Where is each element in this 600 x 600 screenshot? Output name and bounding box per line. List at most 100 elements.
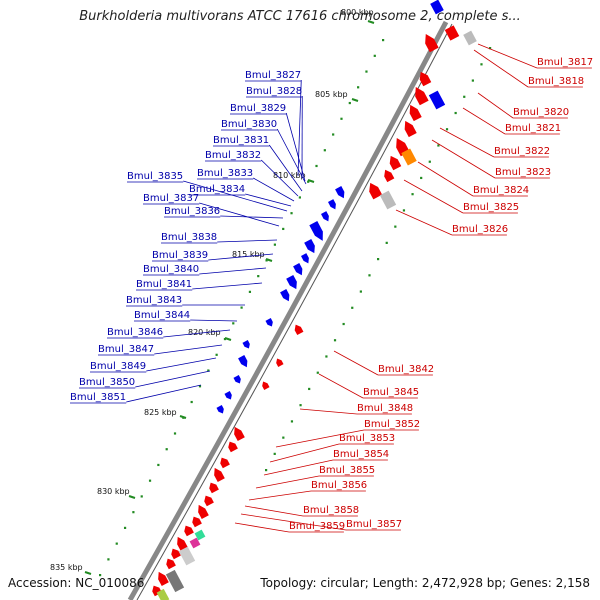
reverse-gene-10-shape[interactable] xyxy=(293,323,304,336)
reverse-gene-lower-8-shape[interactable] xyxy=(190,515,202,528)
gene-label-right[interactable]: Bmul_3845 xyxy=(363,387,419,398)
reverse-gene-5-shape[interactable] xyxy=(401,119,417,138)
gene-label-left[interactable]: Bmul_3836 xyxy=(164,206,220,217)
reverse-gene-4-shape[interactable] xyxy=(406,103,422,122)
reverse-gene-lower-4-shape[interactable] xyxy=(211,466,225,483)
reverse-gene-lower-10-shape[interactable] xyxy=(174,535,188,552)
gene-label-left[interactable]: Bmul_3851 xyxy=(70,392,126,403)
orange-box-gene[interactable] xyxy=(401,148,417,166)
gene-labels[interactable]: Bmul_3827 Bmul_3828 Bmul_3829 Bmul_3830 Bmul… xyxy=(70,57,593,532)
forward-gene-1[interactable] xyxy=(335,186,347,200)
gene-label-left[interactable]: Bmul_3846 xyxy=(107,327,163,338)
reverse-gene-1[interactable] xyxy=(421,32,439,53)
gene-label-right[interactable]: Bmul_3857 xyxy=(346,519,402,530)
reverse-gene-lower-2-shape[interactable] xyxy=(226,440,238,453)
forward-gene-2[interactable] xyxy=(328,199,338,211)
reverse-gene-12-shape[interactable] xyxy=(260,380,270,390)
forward-gene-4-shape[interactable] xyxy=(309,221,326,243)
reverse-gene-9-shape[interactable] xyxy=(366,181,383,200)
reverse-gene-lower-8[interactable] xyxy=(190,515,202,528)
forward-gene-3-shape[interactable] xyxy=(321,211,331,223)
reverse-gene-8-shape[interactable] xyxy=(382,168,395,183)
gene-label-right[interactable]: Bmul_3854 xyxy=(333,449,389,460)
reverse-gene-lower-6[interactable] xyxy=(202,494,214,507)
reverse-gene-lower-12[interactable] xyxy=(164,557,176,570)
reverse-gene-11[interactable] xyxy=(274,357,284,367)
forward-gene-11[interactable] xyxy=(242,340,251,350)
gene-label-right[interactable]: Bmul_3820 xyxy=(513,107,569,118)
reverse-gene-lower-7[interactable] xyxy=(195,503,209,520)
gene-label-left[interactable]: Bmul_3830 xyxy=(221,119,277,130)
gene-label-left[interactable]: Bmul_3833 xyxy=(197,168,253,179)
reverse-gene-8[interactable] xyxy=(382,168,395,183)
teal-box-gene-shape[interactable] xyxy=(194,529,206,541)
blue-box-gene-top[interactable] xyxy=(430,0,444,15)
reverse-gene-lower-9[interactable] xyxy=(182,524,194,537)
reverse-gene-12[interactable] xyxy=(260,380,270,390)
gene-label-left[interactable]: Bmul_3838 xyxy=(161,232,217,243)
gene-label-left[interactable]: Bmul_3843 xyxy=(126,295,182,306)
teal-box-gene[interactable] xyxy=(194,529,206,541)
grey-box-gene-2[interactable] xyxy=(379,190,397,210)
reverse-gene-lower-5-shape[interactable] xyxy=(207,481,219,494)
light-grey-box-gene-shape[interactable] xyxy=(178,546,196,566)
forward-gene-7-shape[interactable] xyxy=(293,263,305,277)
gene-label-right[interactable]: Bmul_3824 xyxy=(473,185,529,196)
forward-gene-2-shape[interactable] xyxy=(328,199,338,211)
forward-gene-1-shape[interactable] xyxy=(335,186,347,200)
reverse-gene-lower-13[interactable] xyxy=(155,570,169,587)
gene-label-left[interactable]: Bmul_3847 xyxy=(98,344,154,355)
forward-gene-5-shape[interactable] xyxy=(304,238,318,255)
reverse-gene-lower-6-shape[interactable] xyxy=(202,494,214,507)
gene-label-right[interactable]: Bmul_3858 xyxy=(303,505,359,516)
reverse-gene-lower-3[interactable] xyxy=(218,456,230,469)
gene-label-left[interactable]: Bmul_3827 xyxy=(245,70,301,81)
gene-label-left[interactable]: Bmul_3828 xyxy=(246,86,302,97)
reverse-gene-1-shape[interactable] xyxy=(421,32,439,53)
blue-box-gene-2[interactable] xyxy=(428,90,446,110)
grey-box-gene-1[interactable] xyxy=(463,30,477,46)
reverse-gene-7-shape[interactable] xyxy=(387,154,402,171)
gene-label-left[interactable]: Bmul_3832 xyxy=(205,150,261,161)
grey-box-gene-2-shape[interactable] xyxy=(379,190,397,210)
grey-box-gene-1-shape[interactable] xyxy=(463,30,477,46)
reverse-gene-lower-1-shape[interactable] xyxy=(231,425,245,442)
reverse-gene-10[interactable] xyxy=(293,323,304,336)
reverse-gene-lower-7-shape[interactable] xyxy=(195,503,209,520)
reverse-gene-lower-4[interactable] xyxy=(211,466,225,483)
gene-label-left[interactable]: Bmul_3829 xyxy=(230,103,286,114)
gene-label-right[interactable]: Bmul_3842 xyxy=(378,364,434,375)
forward-gene-5[interactable] xyxy=(304,238,318,255)
gene-label-left[interactable]: Bmul_3835 xyxy=(127,171,183,182)
forward-gene-15[interactable] xyxy=(216,405,225,415)
forward-gene-6-shape[interactable] xyxy=(301,253,311,265)
gene-label-right[interactable]: Bmul_3856 xyxy=(311,480,367,491)
reverse-gene-2-shape[interactable] xyxy=(417,70,432,87)
gene-label-right[interactable]: Bmul_3826 xyxy=(452,224,508,235)
gene-label-left[interactable]: Bmul_3850 xyxy=(79,377,135,388)
red-box-gene-top-shape[interactable] xyxy=(444,25,460,41)
reverse-gene-3[interactable] xyxy=(411,85,429,106)
gene-label-left[interactable]: Bmul_3837 xyxy=(143,193,199,204)
gene-label-right[interactable]: Bmul_3823 xyxy=(495,167,551,178)
blue-box-gene-top-shape[interactable] xyxy=(430,0,444,15)
reverse-gene-5[interactable] xyxy=(401,119,417,138)
forward-gene-12[interactable] xyxy=(238,355,250,369)
forward-gene-13-shape[interactable] xyxy=(233,375,242,385)
gene-label-right[interactable]: Bmul_3825 xyxy=(463,202,519,213)
forward-gene-6[interactable] xyxy=(301,253,311,265)
forward-gene-11-shape[interactable] xyxy=(242,340,251,350)
forward-gene-10[interactable] xyxy=(265,318,274,328)
reverse-gene-lower-2[interactable] xyxy=(226,440,238,453)
gene-label-left[interactable]: Bmul_3839 xyxy=(152,250,208,261)
reverse-gene-7[interactable] xyxy=(387,154,402,171)
reverse-gene-9[interactable] xyxy=(366,181,383,200)
gene-label-right[interactable]: Bmul_3822 xyxy=(494,146,550,157)
forward-gene-13[interactable] xyxy=(233,375,242,385)
dark-grey-box-gene[interactable] xyxy=(165,569,185,593)
gene-label-right[interactable]: Bmul_3848 xyxy=(357,403,413,414)
gene-label-left[interactable]: Bmul_3849 xyxy=(90,361,146,372)
orange-box-gene-shape[interactable] xyxy=(401,148,417,166)
reverse-gene-11-shape[interactable] xyxy=(274,357,284,367)
forward-gene-12-shape[interactable] xyxy=(238,355,250,369)
